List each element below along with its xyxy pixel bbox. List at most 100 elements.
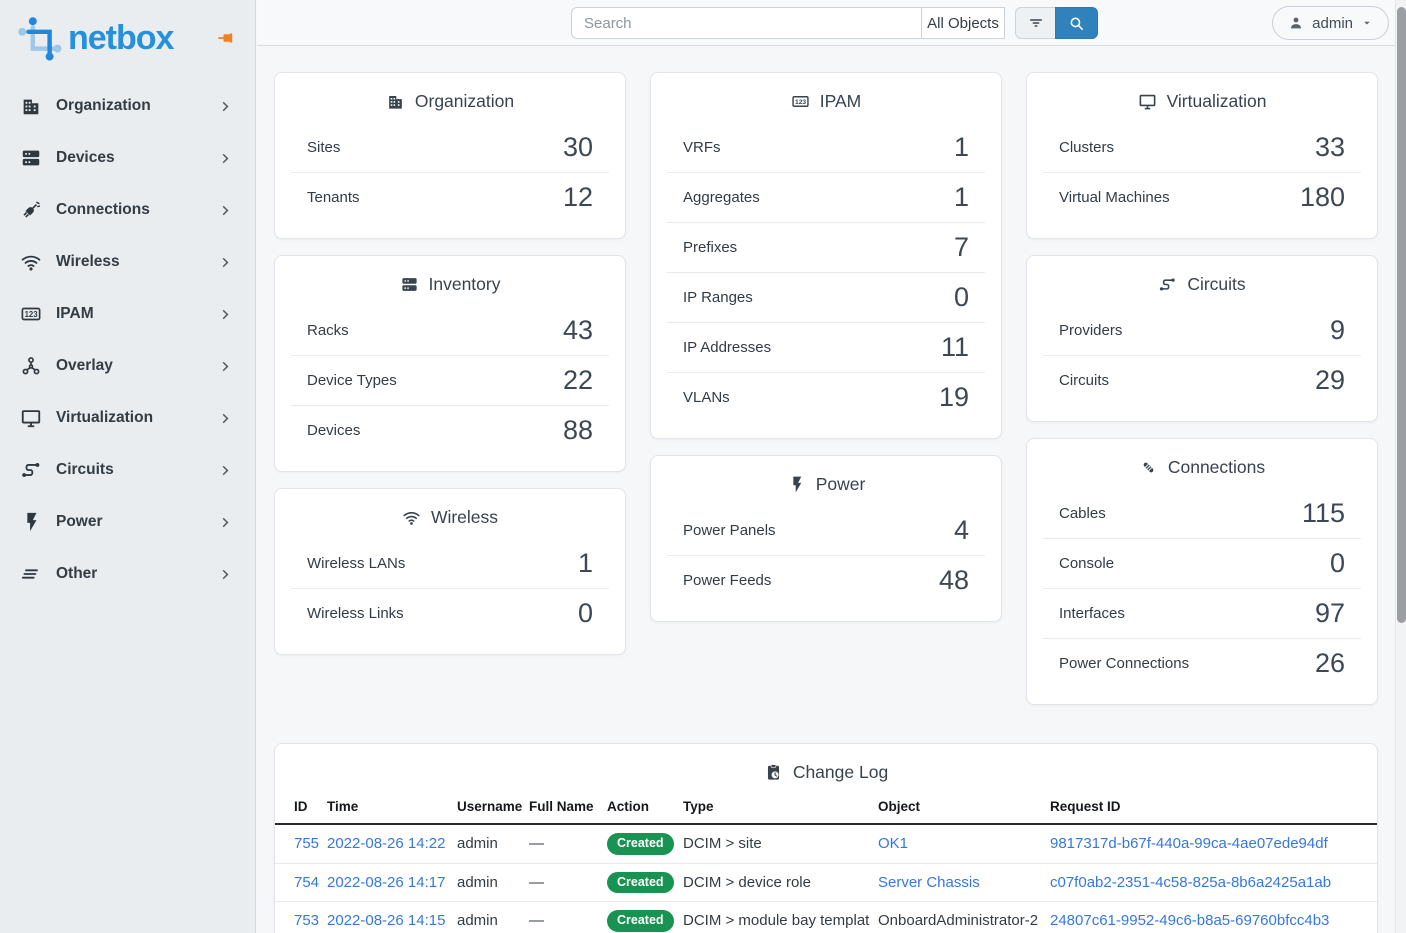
stat-label[interactable]: Sites — [307, 138, 341, 156]
change-id-link[interactable]: 755 — [294, 835, 319, 853]
sidebar-pin-button[interactable] — [215, 27, 237, 49]
stat-label[interactable]: VLANs — [683, 389, 730, 406]
stat-label[interactable]: VRFs — [683, 138, 721, 156]
stat-value[interactable]: 1 — [953, 182, 969, 212]
action-badge: Created — [607, 910, 674, 932]
change-username: admin — [457, 912, 498, 930]
col-action: Action — [599, 793, 675, 825]
stat-label[interactable]: Device Types — [307, 372, 397, 389]
stat-value[interactable]: 19 — [938, 382, 969, 412]
stat-label[interactable]: Prefixes — [683, 239, 738, 256]
sidebar-item-connections[interactable]: Connections — [12, 188, 243, 232]
stat-label[interactable]: Power Feeds — [683, 572, 772, 589]
sidebar-item-virtualization[interactable]: Virtualization — [12, 396, 243, 440]
stat-value[interactable]: 30 — [562, 131, 593, 162]
stat-value[interactable]: 1 — [577, 547, 593, 578]
stat-label[interactable]: Wireless LANs — [307, 554, 406, 572]
change-time-link[interactable]: 2022-08-26 14:22 — [327, 835, 446, 853]
sidebar-item-label: Virtualization — [56, 409, 154, 426]
sidebar-item-organization[interactable]: Organization — [12, 84, 243, 128]
stat-row-clusters: Clusters 33 — [1043, 122, 1361, 172]
stat-value[interactable]: 0 — [953, 282, 969, 312]
stat-label[interactable]: IP Ranges — [683, 289, 753, 306]
sidebar-item-circuits[interactable]: Circuits — [12, 448, 243, 492]
stat-label[interactable]: Virtual Machines — [1059, 189, 1170, 206]
stat-value[interactable]: 12 — [562, 182, 593, 212]
stat-row-device-types: Device Types 22 — [291, 355, 609, 405]
change-id-link[interactable]: 754 — [294, 873, 319, 891]
stat-value[interactable]: 0 — [577, 598, 593, 628]
page-scrollbar — [1395, 0, 1406, 933]
sidebar-item-wireless[interactable]: Wireless — [12, 240, 243, 284]
change-time-link[interactable]: 2022-08-26 14:15 — [327, 912, 446, 930]
stat-value[interactable]: 43 — [562, 314, 593, 345]
stat-value[interactable]: 22 — [562, 365, 593, 395]
wifi-icon — [403, 512, 420, 525]
stat-label[interactable]: Cables — [1059, 504, 1106, 522]
stat-value[interactable]: 48 — [938, 565, 969, 595]
stat-label[interactable]: Racks — [307, 321, 349, 339]
stat-label[interactable]: Aggregates — [683, 189, 760, 206]
search-group: All Objects — [571, 7, 1098, 39]
change-request-id-link[interactable]: 24807c61-9952-49c6-b8a5-69760bfcc4b3 — [1050, 912, 1330, 930]
stat-label[interactable]: IP Addresses — [683, 339, 772, 356]
change-id-link[interactable]: 753 — [294, 912, 319, 930]
col-full-name: Full Name — [521, 793, 599, 825]
stat-value[interactable]: 4 — [953, 514, 969, 545]
scrollbar-thumb[interactable] — [1397, 7, 1406, 623]
chevron-right-icon — [222, 569, 229, 579]
change-request-id-link[interactable]: c07f0ab2-2351-4c58-825a-8b6a2425a1ab — [1050, 873, 1332, 891]
sidebar-item-overlay[interactable]: Overlay — [12, 344, 243, 388]
stat-value[interactable]: 0 — [1329, 548, 1345, 578]
stat-label[interactable]: Circuits — [1059, 372, 1110, 389]
stat-value[interactable]: 1 — [953, 131, 969, 162]
col-type: Type — [675, 793, 870, 825]
stat-label[interactable]: Power Panels — [683, 521, 776, 539]
stat-row-tenants: Tenants 12 — [291, 172, 609, 222]
stat-value[interactable]: 26 — [1314, 648, 1345, 678]
stat-value[interactable]: 11 — [940, 332, 969, 362]
stat-label[interactable]: Console — [1059, 555, 1115, 572]
stat-value[interactable]: 88 — [562, 415, 593, 445]
stat-label[interactable]: Wireless Links — [307, 605, 404, 622]
user-menu-label: admin — [1312, 14, 1353, 32]
stat-row-racks: Racks 43 — [291, 305, 609, 355]
stat-label[interactable]: Clusters — [1059, 138, 1115, 156]
change-object-link[interactable]: OK1 — [878, 835, 909, 853]
search-scope-select[interactable]: All Objects — [921, 7, 1005, 39]
topbar: All Objects admin — [257, 0, 1406, 46]
stat-row-power-feeds: Power Feeds 48 — [667, 555, 985, 605]
stat-value[interactable]: 29 — [1314, 365, 1345, 395]
sidebar-item-devices[interactable]: Devices — [12, 136, 243, 180]
stat-label[interactable]: Devices — [307, 422, 361, 439]
sidebar-item-label: Circuits — [56, 461, 114, 478]
stat-value[interactable]: 180 — [1299, 182, 1345, 212]
search-submit-button[interactable] — [1055, 7, 1098, 39]
stat-row-ip-ranges: IP Ranges 0 — [667, 272, 985, 322]
stat-label[interactable]: Power Connections — [1059, 655, 1190, 672]
stat-value[interactable]: 97 — [1314, 598, 1345, 628]
netbox-logo[interactable]: netbox — [16, 15, 174, 61]
stat-label[interactable]: Providers — [1059, 321, 1123, 339]
stat-label[interactable]: Tenants — [307, 189, 360, 206]
lines-icon — [21, 569, 38, 579]
change-time-link[interactable]: 2022-08-26 14:17 — [327, 873, 446, 891]
sidebar-item-other[interactable]: Other — [12, 552, 243, 596]
stat-value[interactable]: 115 — [1301, 497, 1345, 528]
stat-value[interactable]: 33 — [1314, 131, 1345, 162]
change-object-link[interactable]: Server Chassis — [878, 873, 980, 891]
search-filter-button[interactable] — [1015, 7, 1055, 39]
search-input[interactable] — [571, 7, 921, 39]
col-username: Username — [449, 793, 522, 825]
user-menu-button[interactable]: admin — [1272, 6, 1389, 40]
stat-row-sites: Sites 30 — [291, 122, 609, 172]
stat-label[interactable]: Interfaces — [1059, 605, 1125, 622]
change-request-id-link[interactable]: 9817317d-b67f-440a-99ca-4ae07ede94df — [1050, 835, 1328, 853]
sidebar-item-ipam[interactable]: 123 IPAM — [12, 292, 243, 336]
card-title: Inventory — [428, 274, 501, 294]
stat-value[interactable]: 7 — [953, 232, 969, 262]
sidebar-item-label: Other — [56, 565, 98, 582]
ipam-card: 123 IPAM VRFs 1 Aggregates 1 Prefixes — [650, 72, 1002, 439]
stat-value[interactable]: 9 — [1329, 314, 1345, 345]
sidebar-item-power[interactable]: Power — [12, 500, 243, 544]
